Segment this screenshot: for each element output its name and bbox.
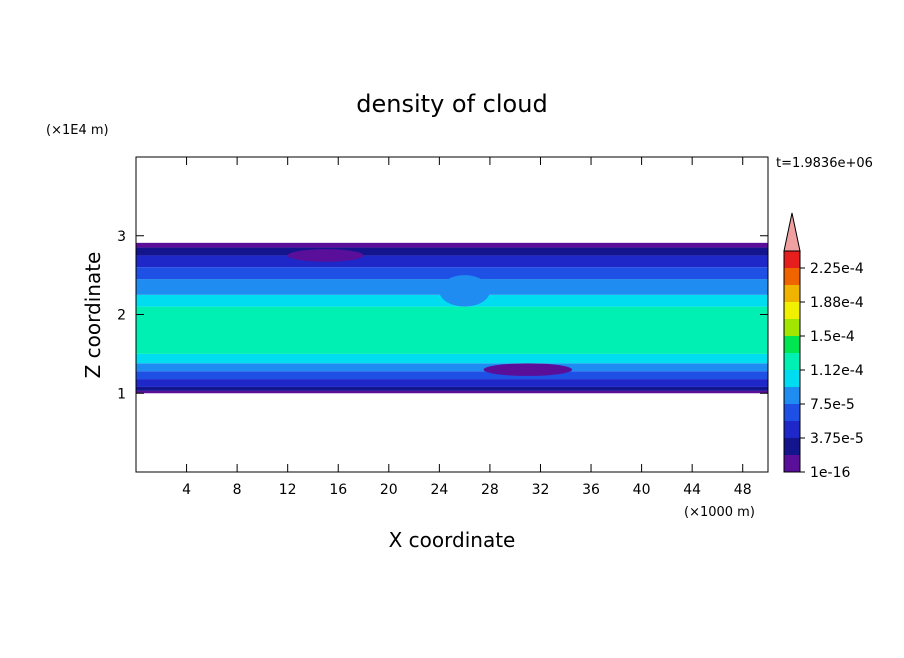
colorbar-swatch bbox=[784, 421, 800, 438]
x-unit: (×1000 m) bbox=[684, 505, 755, 520]
y-axis-label: Z coordinate bbox=[81, 252, 105, 379]
x-tick-label: 20 bbox=[380, 482, 398, 498]
colorbar-swatch bbox=[784, 302, 800, 319]
colorbar-swatch bbox=[784, 438, 800, 455]
contour-band bbox=[136, 306, 768, 354]
colorbar-swatch bbox=[784, 268, 800, 285]
y-unit: (×1E4 m) bbox=[46, 123, 109, 138]
colorbar-label: 2.25e-4 bbox=[810, 261, 864, 277]
chart-title: density of cloud bbox=[356, 90, 547, 118]
field bbox=[136, 242, 768, 394]
colorbar-swatch bbox=[784, 251, 800, 268]
y-tick-label: 2 bbox=[117, 308, 126, 324]
contour-feature bbox=[439, 275, 490, 307]
colorbar-swatch bbox=[784, 370, 800, 387]
contour-band bbox=[136, 390, 768, 394]
colorbar-swatch bbox=[784, 336, 800, 353]
x-tick-label: 16 bbox=[329, 482, 347, 498]
x-tick-label: 40 bbox=[633, 482, 651, 498]
contour-band bbox=[136, 353, 768, 364]
contour-feature bbox=[287, 249, 364, 262]
x-tick-label: 8 bbox=[233, 482, 242, 498]
colorbar-frame bbox=[783, 250, 801, 473]
colorbar-label: 3.75e-5 bbox=[810, 431, 864, 447]
contour-band bbox=[136, 247, 768, 256]
y-tick-label: 1 bbox=[117, 386, 126, 402]
colorbar-over bbox=[783, 212, 801, 252]
x-tick-label: 28 bbox=[481, 482, 499, 498]
x-tick-label: 48 bbox=[734, 482, 752, 498]
colorbar-label: 7.5e-5 bbox=[810, 397, 855, 413]
contour-band bbox=[136, 267, 768, 280]
colorbar-swatch bbox=[784, 353, 800, 370]
contour-band bbox=[136, 379, 768, 387]
contour-band bbox=[136, 255, 768, 268]
x-tick-label: 24 bbox=[430, 482, 448, 498]
y-tick-label: 3 bbox=[117, 229, 126, 245]
colorbar-swatch bbox=[784, 455, 800, 472]
colorbar-label: 1.88e-4 bbox=[810, 295, 864, 311]
x-tick-label: 32 bbox=[532, 482, 550, 498]
x-tick-label: 44 bbox=[683, 482, 701, 498]
colorbar-label: 1.5e-4 bbox=[810, 329, 855, 345]
contour-band bbox=[136, 371, 768, 380]
colorbar-label: 1.12e-4 bbox=[810, 363, 864, 379]
colorbar-swatch bbox=[784, 285, 800, 302]
colorbar-swatch bbox=[784, 387, 800, 404]
colorbar-swatch bbox=[784, 404, 800, 421]
colorbar-label: 1e-16 bbox=[810, 465, 850, 481]
colorbar-swatch bbox=[784, 319, 800, 336]
x-tick-label: 36 bbox=[582, 482, 600, 498]
axes: 4 8 12 16 20 24 28 32 36 40 44 481231e-163.75e-57.5… bbox=[117, 156, 864, 498]
contour-band bbox=[136, 386, 768, 391]
contour-band bbox=[136, 363, 768, 372]
contour-feature bbox=[483, 363, 573, 376]
contour-band bbox=[136, 242, 768, 248]
x-tick-label: 12 bbox=[279, 482, 297, 498]
time-label: t=1.9836e+06 bbox=[776, 156, 873, 171]
x-axis-label: X coordinate bbox=[389, 528, 516, 552]
x-tick-label: 4 bbox=[182, 482, 191, 498]
